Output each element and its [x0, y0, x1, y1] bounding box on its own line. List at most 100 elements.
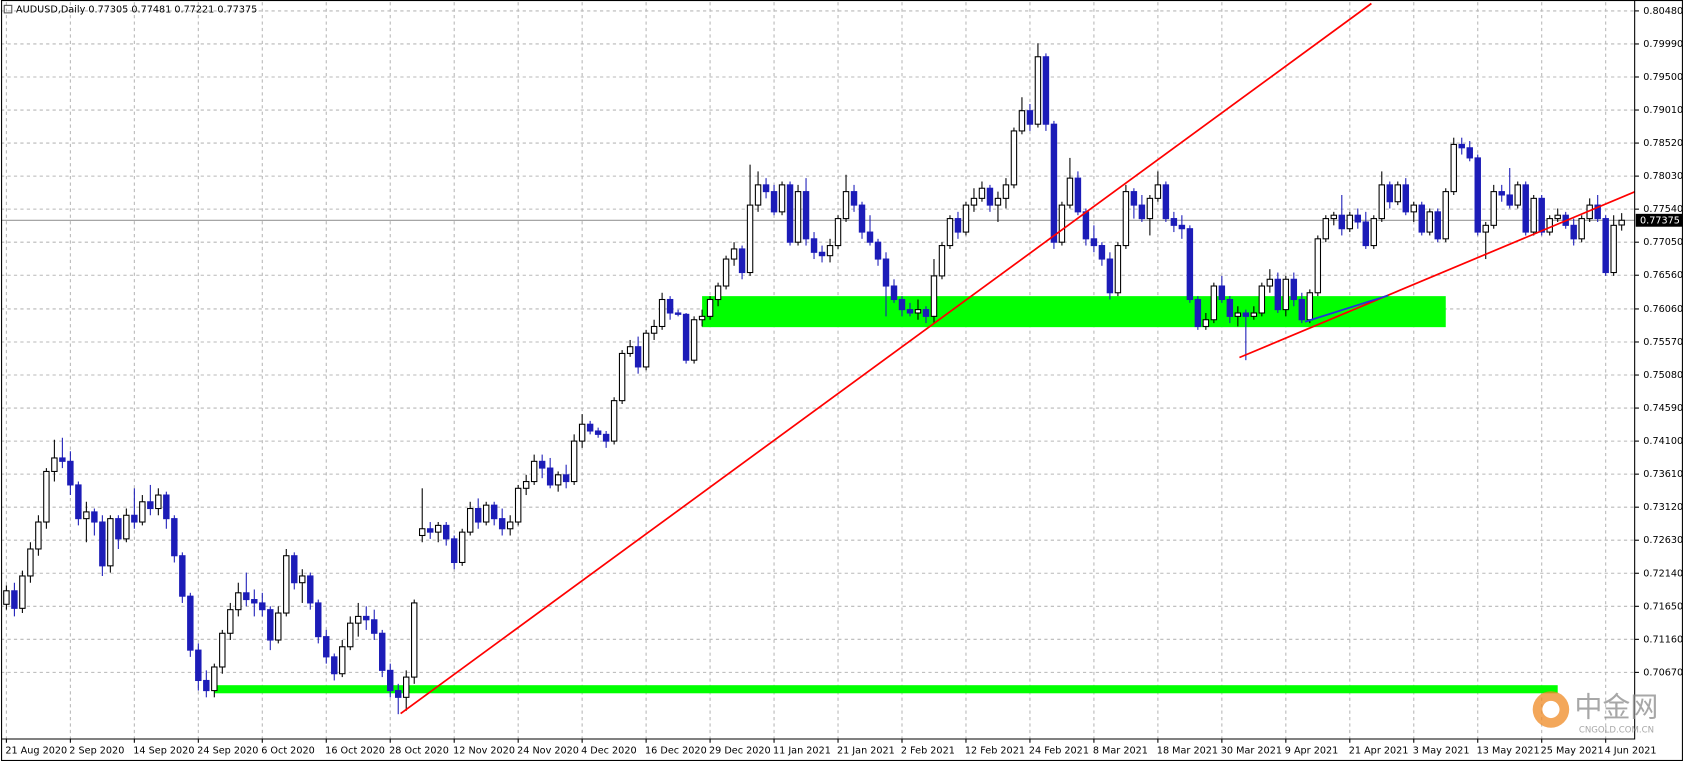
- candle-body: [1378, 184, 1386, 220]
- candle-body: [578, 423, 586, 442]
- candle-body: [1218, 285, 1226, 301]
- last-price-box: [1635, 213, 1683, 227]
- x-tick-label: 2 Feb 2021: [901, 745, 955, 756]
- candle-body: [347, 622, 354, 648]
- title-icon: [3, 4, 13, 14]
- y-tick-label: 0.79010: [1643, 105, 1683, 116]
- candle-body: [418, 528, 426, 537]
- candle-body: [187, 595, 194, 651]
- y-tick-label: 0.71160: [1643, 634, 1683, 645]
- candle-body: [482, 504, 490, 523]
- candle-body: [155, 494, 162, 510]
- candle-body: [858, 204, 866, 233]
- candle-body: [666, 298, 674, 314]
- candle-body: [1410, 204, 1417, 213]
- candle-body: [163, 494, 170, 520]
- candle-body: [179, 555, 186, 597]
- candle-body: [1578, 218, 1585, 240]
- candle-body: [1194, 298, 1202, 328]
- candle-body: [107, 518, 114, 567]
- x-tick-label: 13 May 2021: [1477, 745, 1540, 756]
- trend-line: [1304, 294, 1389, 323]
- candle-body: [1042, 56, 1050, 125]
- y-tick-label: 0.72140: [1643, 568, 1683, 579]
- candle-body: [458, 531, 466, 564]
- candle-body: [562, 474, 570, 483]
- x-tick-label: 28 Oct 2020: [389, 745, 449, 756]
- candle-body: [1274, 278, 1282, 311]
- candle-body: [1138, 204, 1146, 220]
- candle-body: [754, 184, 762, 206]
- candle-body: [1130, 191, 1138, 206]
- watermark-site: CNGOLD.COM.CN: [1579, 725, 1654, 735]
- candle-body: [1146, 197, 1154, 220]
- watermark-name: 中金网: [1575, 690, 1659, 723]
- candle-body: [1386, 184, 1394, 203]
- y-tick-label: 0.77540: [1643, 204, 1683, 215]
- candle-body: [59, 457, 66, 462]
- x-tick-label: 2 Sep 2020: [69, 745, 124, 756]
- candle-body: [283, 555, 290, 614]
- candle-body: [1610, 224, 1617, 274]
- candle-body: [506, 521, 514, 530]
- candle-body: [331, 656, 338, 675]
- candle-body: [1522, 184, 1529, 233]
- candle-body: [83, 511, 90, 520]
- candle-body: [131, 514, 138, 523]
- candle-body: [994, 197, 1002, 206]
- candle-body: [1074, 177, 1082, 213]
- candle-body: [379, 632, 386, 671]
- candle-body: [1018, 110, 1026, 132]
- candle-body: [946, 218, 954, 247]
- candle-body: [35, 521, 42, 550]
- candle-body: [403, 676, 410, 698]
- candle-body: [986, 187, 994, 206]
- candle-body: [1330, 214, 1338, 220]
- candle-body: [1266, 278, 1274, 287]
- candle-body: [1162, 184, 1170, 220]
- candle-body: [1210, 285, 1218, 321]
- candle-body: [514, 487, 522, 523]
- candle-body: [123, 514, 130, 540]
- watermark-logo-inner: [1542, 700, 1560, 719]
- x-tick-label: 29 Dec 2020: [709, 745, 771, 756]
- candle-body: [682, 313, 690, 361]
- x-tick-label: 24 Feb 2021: [1029, 745, 1089, 756]
- candle-body: [1234, 312, 1242, 317]
- candle-body: [243, 592, 250, 601]
- candle-body: [3, 590, 10, 605]
- candle-body: [1434, 211, 1441, 240]
- y-tick-label: 0.78520: [1643, 138, 1683, 149]
- y-tick-label: 0.74100: [1643, 436, 1683, 447]
- y-tick-label: 0.72630: [1643, 535, 1683, 546]
- candle-body: [99, 521, 106, 567]
- chart-title: AUDUSD,Daily 0.77305 0.77481 0.77221 0.7…: [16, 5, 257, 16]
- candle-body: [1474, 157, 1481, 233]
- candle-body: [1426, 211, 1433, 233]
- candle-body: [1058, 204, 1066, 243]
- candle-body: [626, 346, 634, 354]
- candle-body: [442, 524, 450, 540]
- candle-body: [1482, 224, 1489, 233]
- candle-body: [219, 632, 226, 668]
- candle-body: [211, 666, 218, 692]
- candle-body: [1066, 177, 1074, 206]
- candle-body: [906, 309, 914, 314]
- x-tick-label: 6 Oct 2020: [261, 745, 315, 756]
- y-tick-label: 0.80480: [1643, 6, 1683, 17]
- candle-body: [1450, 143, 1457, 193]
- candle-body: [1362, 221, 1370, 247]
- y-tick-label: 0.76560: [1643, 270, 1683, 281]
- candle-body: [323, 636, 330, 658]
- candle-body: [746, 204, 754, 274]
- candle-body: [1354, 214, 1362, 223]
- x-tick-label: 12 Feb 2021: [965, 745, 1025, 756]
- candle-body: [1122, 191, 1130, 247]
- candle-body: [650, 325, 658, 334]
- candle-body: [115, 518, 122, 540]
- trend-line: [400, 2, 1372, 715]
- candle-body: [530, 460, 538, 483]
- candle-body: [91, 511, 98, 523]
- candle-body: [810, 238, 818, 253]
